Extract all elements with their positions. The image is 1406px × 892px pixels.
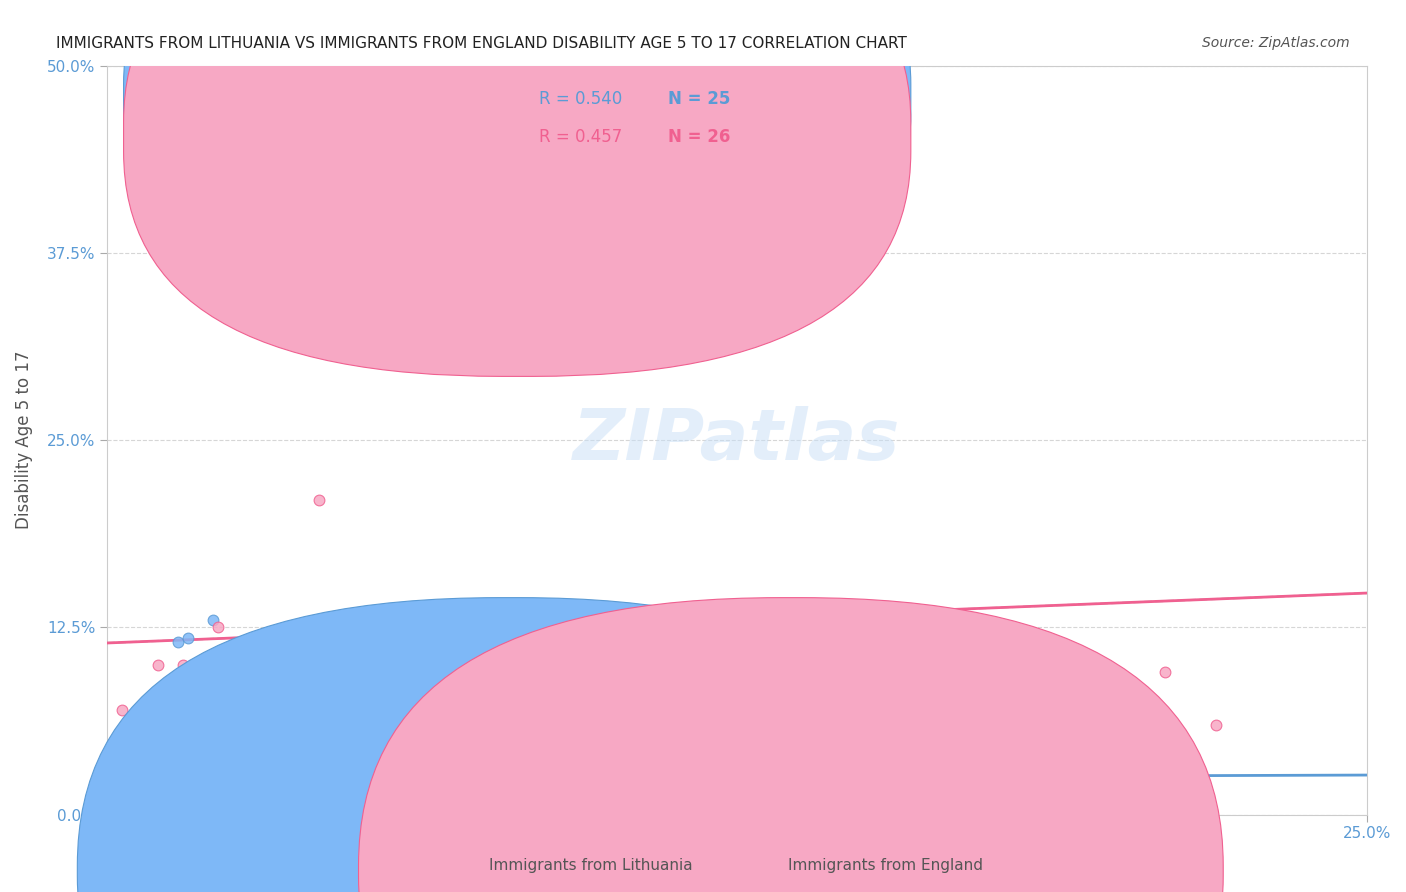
Point: [121, 801, 143, 815]
Point: [347, 695, 370, 709]
Point: [146, 657, 169, 672]
Point: [423, 657, 446, 672]
Point: [1002, 688, 1025, 702]
Point: [181, 791, 204, 805]
Point: [600, 673, 623, 687]
Point: [222, 717, 245, 731]
Point: [751, 710, 773, 724]
Point: [449, 717, 471, 731]
Point: [177, 631, 200, 645]
Point: [127, 797, 149, 811]
Text: ZIPatlas: ZIPatlas: [574, 406, 901, 475]
Point: [166, 635, 188, 649]
Point: [262, 688, 284, 702]
FancyBboxPatch shape: [479, 66, 782, 178]
Point: [247, 703, 270, 717]
Point: [197, 789, 219, 804]
Point: [217, 787, 239, 801]
Point: [187, 788, 209, 802]
Text: N = 26: N = 26: [668, 128, 730, 145]
Point: [287, 628, 309, 642]
Point: [111, 703, 134, 717]
Point: [201, 613, 224, 627]
Text: R = 0.457: R = 0.457: [540, 128, 623, 145]
Point: [162, 789, 184, 804]
Point: [308, 493, 330, 508]
Point: [298, 787, 321, 801]
Text: N = 25: N = 25: [668, 90, 730, 108]
Point: [146, 794, 169, 808]
Point: [398, 613, 420, 627]
Point: [131, 798, 153, 813]
Point: [550, 328, 572, 343]
Point: [273, 789, 295, 804]
Point: [172, 657, 194, 672]
Point: [111, 800, 134, 814]
Text: Immigrants from Lithuania: Immigrants from Lithuania: [489, 858, 692, 872]
Point: [207, 791, 229, 805]
FancyBboxPatch shape: [124, 0, 911, 339]
Point: [247, 785, 270, 799]
Point: [323, 245, 346, 260]
Y-axis label: Disability Age 5 to 17: Disability Age 5 to 17: [15, 351, 32, 529]
Text: R = 0.540: R = 0.540: [540, 90, 623, 108]
Point: [298, 665, 321, 680]
Point: [172, 794, 194, 808]
Point: [650, 695, 672, 709]
Point: [499, 710, 522, 724]
Point: [156, 792, 179, 806]
Point: [877, 690, 900, 705]
Point: [852, 44, 875, 58]
Point: [207, 620, 229, 634]
Text: Immigrants from England: Immigrants from England: [789, 858, 983, 872]
Point: [1205, 717, 1227, 731]
Point: [373, 747, 395, 762]
Text: IMMIGRANTS FROM LITHUANIA VS IMMIGRANTS FROM ENGLAND DISABILITY AGE 5 TO 17 CORR: IMMIGRANTS FROM LITHUANIA VS IMMIGRANTS …: [56, 36, 907, 51]
Point: [136, 792, 159, 806]
Point: [226, 788, 249, 802]
FancyBboxPatch shape: [124, 0, 911, 376]
Point: [1154, 665, 1177, 680]
Point: [152, 791, 174, 805]
Point: [141, 796, 163, 810]
Point: [373, 792, 395, 806]
Point: [238, 787, 260, 801]
Text: Source: ZipAtlas.com: Source: ZipAtlas.com: [1202, 36, 1350, 50]
